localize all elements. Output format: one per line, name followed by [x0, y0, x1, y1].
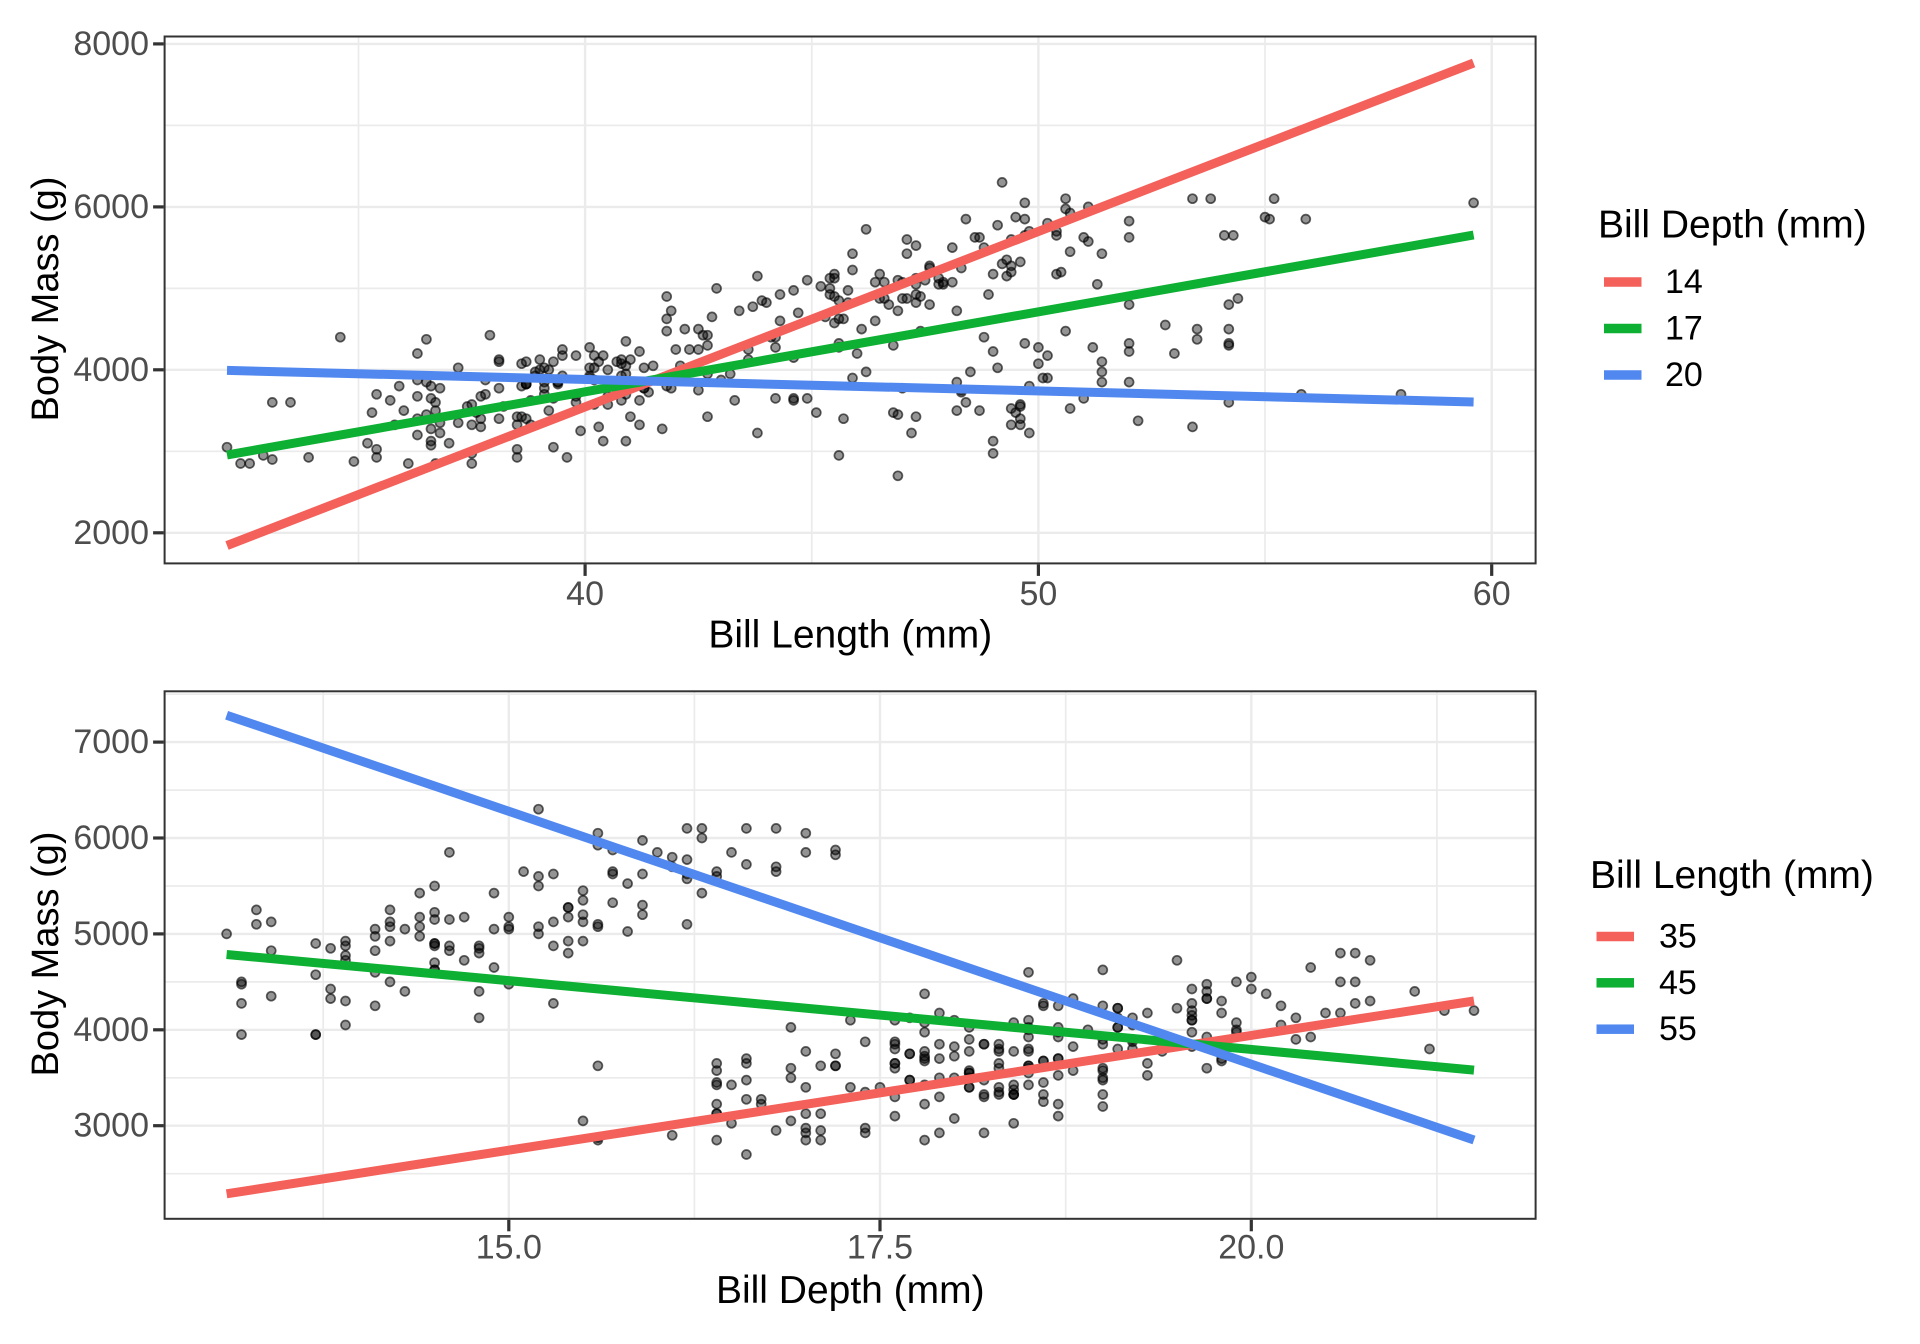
svg-text:35: 35	[1659, 918, 1697, 956]
svg-text:40: 40	[566, 575, 604, 613]
svg-text:Bill Length (mm): Bill Length (mm)	[1590, 854, 1874, 897]
svg-text:60: 60	[1473, 575, 1511, 613]
svg-text:5000: 5000	[73, 915, 149, 953]
svg-text:8000: 8000	[73, 25, 149, 63]
svg-text:Bill Depth (mm): Bill Depth (mm)	[1598, 204, 1867, 247]
svg-text:7000: 7000	[73, 723, 149, 761]
svg-text:15.0: 15.0	[476, 1229, 542, 1267]
svg-text:20: 20	[1665, 356, 1703, 394]
svg-text:Body Mass (g): Body Mass (g)	[25, 177, 67, 422]
svg-text:55: 55	[1659, 1010, 1697, 1048]
svg-text:45: 45	[1659, 964, 1697, 1002]
svg-text:3000: 3000	[73, 1107, 149, 1145]
svg-text:6000: 6000	[73, 188, 149, 226]
svg-text:14: 14	[1665, 263, 1703, 301]
svg-text:2000: 2000	[73, 514, 149, 552]
svg-text:4000: 4000	[73, 351, 149, 389]
svg-text:Bill Length (mm): Bill Length (mm)	[708, 613, 992, 656]
svg-text:4000: 4000	[73, 1011, 149, 1049]
svg-text:17: 17	[1665, 310, 1703, 348]
svg-text:Bill Depth (mm): Bill Depth (mm)	[716, 1269, 985, 1312]
svg-text:6000: 6000	[73, 819, 149, 857]
svg-text:17.5: 17.5	[847, 1229, 913, 1267]
svg-text:Body Mass (g): Body Mass (g)	[25, 832, 67, 1077]
svg-text:20.0: 20.0	[1218, 1229, 1284, 1267]
svg-text:50: 50	[1019, 575, 1057, 613]
